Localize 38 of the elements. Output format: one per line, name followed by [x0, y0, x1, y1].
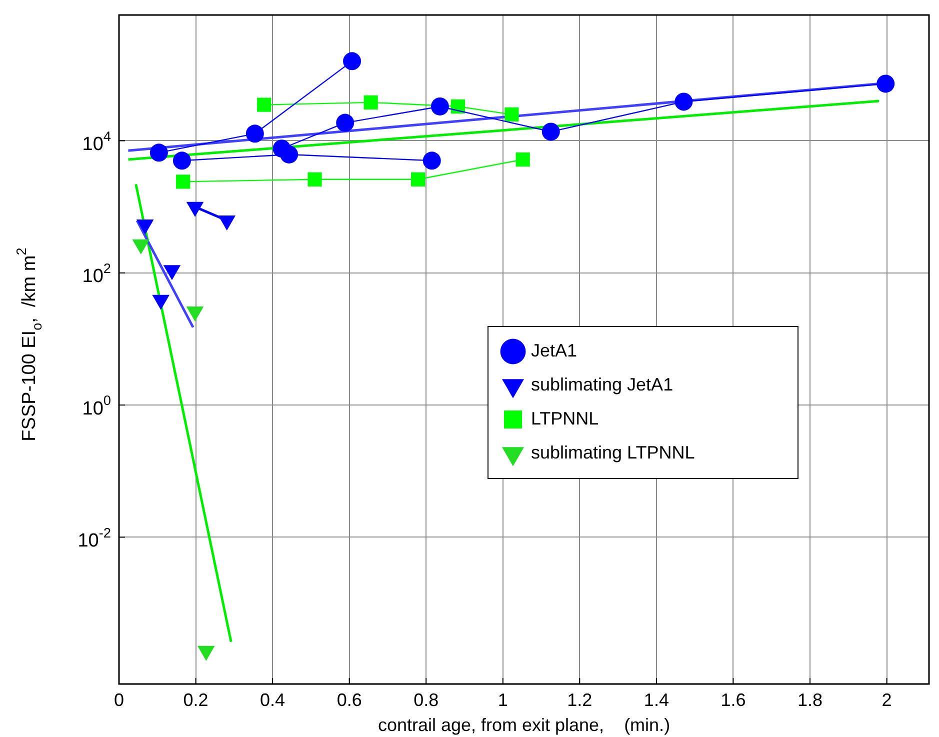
x-tick-label: 1.8 — [797, 690, 823, 710]
point — [422, 152, 441, 170]
legend-label: sublimating JetA1 — [531, 374, 674, 394]
legend-label: JetA1 — [531, 340, 578, 360]
point — [246, 124, 264, 143]
x-tick-label: 1 — [498, 690, 508, 710]
x-tick-label: 1.2 — [567, 690, 592, 710]
point — [430, 97, 449, 116]
x-tick-label: 0 — [114, 690, 124, 710]
point — [172, 152, 191, 170]
x-tick-label: 2 — [882, 690, 892, 710]
y-axis-title: FSSP-100 EIo, /km m2 — [14, 248, 44, 442]
point — [336, 114, 354, 132]
point — [504, 107, 519, 122]
x-tick-label: 0.8 — [414, 690, 439, 710]
legend-label: LTPNNL — [531, 408, 599, 428]
point — [197, 646, 215, 661]
point — [150, 144, 168, 162]
point — [410, 172, 426, 186]
x-tick-label: 0.4 — [260, 690, 286, 710]
legend-label: sublimating LTPNNL — [531, 442, 695, 462]
x-tick-label: 0.2 — [183, 690, 208, 710]
point — [542, 122, 560, 141]
x-tick-label: 1.6 — [720, 690, 746, 710]
point — [364, 95, 378, 110]
point — [516, 152, 530, 167]
x-tick-label: 0.6 — [336, 690, 362, 710]
x-tick-label: 1.4 — [644, 690, 669, 710]
point — [674, 92, 693, 111]
point — [176, 174, 190, 189]
point — [272, 140, 291, 158]
point — [257, 98, 272, 112]
point — [152, 294, 170, 310]
point — [876, 74, 895, 93]
x-axis-title: contrail age, from exit plane, (min.) — [378, 714, 670, 735]
point — [343, 52, 362, 70]
point — [450, 99, 466, 114]
point — [308, 172, 322, 186]
